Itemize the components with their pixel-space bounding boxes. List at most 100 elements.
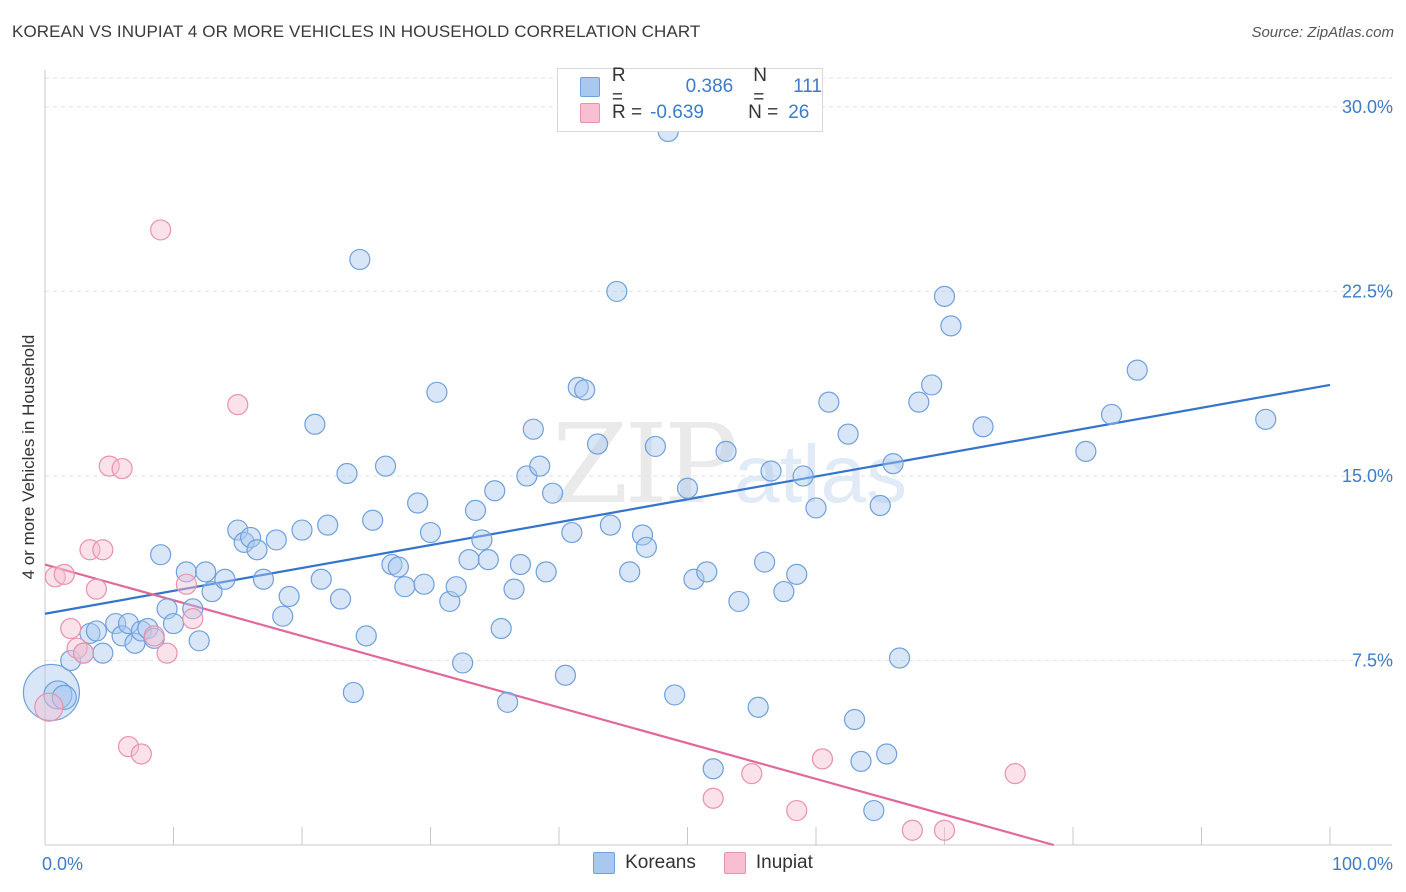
inupiat-legend-swatch (723, 852, 746, 874)
point-koreans (214, 568, 236, 590)
point-koreans (664, 684, 686, 706)
point-koreans (407, 492, 429, 514)
point-koreans (1255, 408, 1277, 430)
point-koreans (644, 435, 666, 458)
point-koreans (786, 563, 808, 585)
point-inupiat (85, 578, 108, 600)
point-koreans (850, 750, 872, 772)
n-label: N = (748, 102, 779, 123)
legend-item-koreans: Koreans (593, 852, 696, 874)
point-koreans (394, 576, 416, 598)
point-koreans (240, 526, 262, 549)
point-koreans (586, 433, 609, 455)
point-koreans (876, 743, 898, 765)
point-koreans (162, 612, 185, 635)
point-koreans (728, 590, 750, 613)
point-inupiat (175, 573, 197, 595)
point-koreans (342, 681, 364, 704)
series-legend: Koreans Inupiat (0, 852, 1406, 874)
point-koreans (43, 680, 73, 710)
point-koreans (278, 585, 300, 608)
point-koreans (522, 418, 544, 440)
point-koreans (509, 553, 532, 576)
point-koreans (933, 285, 956, 307)
point-koreans (869, 494, 891, 517)
point-koreans (747, 696, 769, 718)
koreans-legend-swatch (593, 852, 616, 874)
point-koreans (188, 630, 210, 652)
y-tick-label: 30.0% (1342, 97, 1393, 117)
point-koreans (452, 652, 474, 674)
chart-title: KOREAN VS INUPIAT 4 OR MORE VEHICLES IN … (12, 22, 701, 41)
point-koreans (635, 536, 657, 558)
point-koreans (676, 477, 699, 499)
point-inupiat (92, 539, 114, 561)
point-koreans (60, 649, 82, 672)
point-koreans (702, 758, 724, 780)
point-inupiat (933, 819, 956, 841)
koreans-swatch (580, 77, 600, 97)
axes (44, 70, 1392, 846)
point-koreans (310, 568, 332, 590)
point-koreans (503, 578, 525, 600)
point-inupiat (227, 394, 249, 416)
source-label: Source: ZipAtlas.com (1251, 24, 1394, 41)
point-koreans (753, 551, 776, 573)
r-value: 0.386 (685, 76, 734, 97)
point-koreans (541, 482, 564, 504)
legend-row-inupiat: R = -0.639 N = 26 (580, 101, 809, 125)
point-inupiat (79, 539, 101, 561)
watermark-sub: atlas (733, 429, 908, 520)
point-koreans (792, 465, 814, 487)
point-koreans (921, 374, 943, 396)
data-points (22, 120, 1277, 841)
inupiat-legend-label: Inupiat (755, 852, 813, 873)
n-label: N = (753, 65, 767, 108)
point-koreans (387, 556, 409, 578)
koreans-legend-label: Koreans (625, 852, 696, 873)
point-koreans (497, 691, 519, 713)
r-label: R = (611, 65, 626, 108)
point-koreans (252, 568, 275, 590)
stats-legend: R = 0.386 N = 111 R = -0.639 N = 26 (557, 65, 823, 132)
point-koreans (471, 529, 493, 551)
point-koreans (85, 620, 108, 642)
point-koreans (940, 315, 962, 337)
trend-line-inupiat (44, 563, 1055, 847)
point-koreans (317, 514, 339, 536)
point-koreans (329, 588, 352, 610)
point-koreans (1126, 359, 1148, 381)
point-inupiat (53, 563, 75, 585)
point-inupiat (117, 735, 140, 758)
point-koreans (574, 379, 596, 401)
point-inupiat (130, 743, 152, 765)
point-koreans (195, 561, 217, 583)
point-koreans (619, 561, 641, 583)
point-koreans (696, 561, 718, 583)
point-koreans (374, 455, 397, 477)
y-tick-label: 15.0% (1342, 466, 1393, 486)
point-koreans (201, 580, 223, 603)
point-inupiat (98, 455, 120, 477)
point-koreans (1075, 440, 1097, 462)
point-inupiat (72, 642, 95, 664)
point-koreans (265, 529, 287, 551)
point-koreans (529, 455, 551, 477)
point-koreans (972, 416, 994, 438)
inupiat-swatch (580, 103, 600, 123)
point-koreans (760, 460, 782, 482)
point-inupiat (44, 566, 66, 588)
point-koreans (484, 480, 506, 502)
point-koreans (715, 440, 737, 462)
point-koreans (773, 580, 795, 603)
point-koreans (227, 519, 249, 541)
point-inupiat (1004, 763, 1026, 785)
legend-row-koreans: R = 0.386 N = 111 (580, 65, 822, 108)
point-koreans (882, 453, 904, 475)
point-koreans (805, 497, 827, 519)
n-value: 26 (788, 102, 810, 123)
point-koreans (683, 568, 705, 590)
point-koreans (355, 625, 377, 647)
point-koreans (490, 617, 512, 640)
